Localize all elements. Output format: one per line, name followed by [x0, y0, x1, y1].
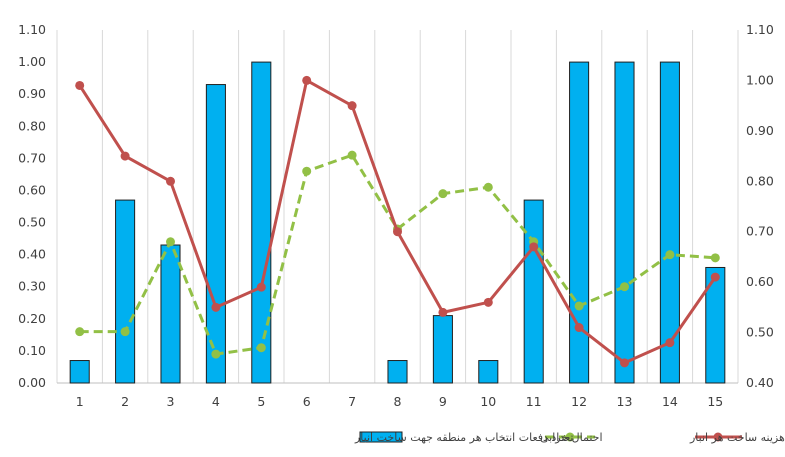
- point: [302, 75, 312, 85]
- legend-label: تعداد دفعات انتخاب هر منطقه جهت ساخت انب…: [354, 431, 574, 444]
- point: [211, 302, 221, 312]
- left-tick-label: 0.90: [18, 86, 46, 101]
- point: [347, 101, 357, 111]
- right-tick-label: 1.10: [746, 22, 774, 37]
- grid-lines: [56, 30, 739, 384]
- point: [483, 297, 493, 307]
- left-tick-label: 0.10: [18, 343, 46, 358]
- left-tick-label: 0.80: [18, 118, 46, 133]
- bar: [432, 315, 453, 384]
- point: [620, 282, 629, 292]
- point: [574, 301, 584, 311]
- left-tick-label: 1.00: [18, 54, 46, 69]
- tick-labels: 0.00 0.10 0.20 0.30 0.40 0.50 0.60 0.70 0.80 0.90…: [18, 22, 774, 409]
- right-tick-label: 0.90: [746, 123, 774, 138]
- point: [710, 253, 720, 263]
- point: [620, 358, 629, 368]
- point: [256, 282, 266, 292]
- point: [574, 323, 584, 333]
- point: [256, 343, 266, 353]
- legend-label: هزینه ساخت هر انبار: [689, 431, 785, 444]
- point: [302, 166, 312, 176]
- point: [211, 349, 221, 359]
- left-tick-label: 0.20: [18, 311, 46, 326]
- right-tick-label: 0.40: [746, 375, 774, 390]
- x-tick-label: 5: [257, 394, 265, 409]
- x-tick-label: 12: [571, 394, 587, 409]
- left-tick-label: 0.60: [18, 182, 46, 197]
- x-tick-label: 2: [121, 394, 129, 409]
- left-tick-label: 0.70: [18, 150, 46, 165]
- bar: [478, 360, 499, 384]
- x-tick-label: 15: [707, 394, 723, 409]
- x-tick-label: 8: [394, 394, 402, 409]
- legend-swatch-bar: [359, 431, 403, 443]
- bar: [205, 84, 226, 384]
- left-tick-label: 0.00: [18, 375, 46, 390]
- bar: [705, 266, 726, 384]
- x-tick-label: 9: [439, 394, 447, 409]
- bar: [659, 61, 680, 384]
- point: [166, 237, 175, 247]
- point: [665, 338, 675, 348]
- legend-label: احتمال خرابی: [540, 431, 603, 444]
- point: [75, 327, 85, 337]
- bar-series: [69, 61, 726, 384]
- point: [483, 182, 493, 192]
- bar: [569, 61, 590, 384]
- bar: [251, 61, 272, 384]
- point: [120, 151, 130, 161]
- x-tick-label: 13: [617, 394, 633, 409]
- point: [75, 80, 85, 90]
- x-tick-label: 4: [212, 394, 220, 409]
- x-tick-label: 10: [480, 394, 496, 409]
- right-tick-label: 0.60: [746, 274, 774, 289]
- right-tick-label: 0.50: [746, 325, 774, 340]
- point: [710, 272, 720, 282]
- right-tick-label: 0.80: [746, 173, 774, 188]
- x-tick-label: 6: [303, 394, 311, 409]
- x-tick-label: 7: [348, 394, 356, 409]
- point: [529, 242, 539, 252]
- x-tick-label: 11: [526, 394, 542, 409]
- point: [665, 250, 675, 260]
- x-tick-label: 14: [662, 394, 678, 409]
- point: [120, 327, 130, 337]
- point: [347, 150, 357, 160]
- point: [393, 227, 402, 237]
- left-tick-label: 0.50: [18, 215, 46, 230]
- line-series: [75, 75, 720, 368]
- point: [166, 176, 175, 186]
- bar: [160, 244, 181, 384]
- bar: [614, 61, 635, 384]
- point: [438, 189, 448, 199]
- bar: [523, 199, 544, 384]
- right-tick-label: 1.00: [746, 72, 774, 87]
- legend-swatch-point: [565, 432, 575, 442]
- left-tick-label: 0.30: [18, 279, 46, 294]
- bar: [115, 199, 136, 384]
- bar: [387, 360, 408, 384]
- point: [438, 307, 448, 317]
- legend-swatch-point: [713, 432, 723, 442]
- left-tick-label: 0.40: [18, 247, 46, 262]
- right-tick-label: 0.70: [746, 224, 774, 239]
- x-tick-label: 3: [167, 394, 175, 409]
- x-tick-label: 1: [76, 394, 84, 409]
- left-tick-label: 1.10: [18, 22, 46, 37]
- bar: [69, 360, 90, 384]
